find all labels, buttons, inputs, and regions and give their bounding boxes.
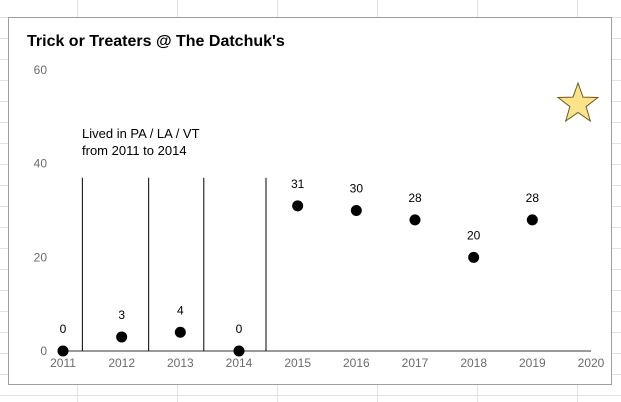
data-point[interactable] (174, 326, 186, 338)
y-tick-label: 20 (34, 250, 48, 264)
data-label: 28 (408, 191, 422, 205)
x-tick-label: 2011 (50, 356, 76, 370)
star-icon (556, 81, 600, 123)
data-label: 0 (60, 322, 67, 336)
data-point[interactable] (292, 200, 304, 212)
x-tick-label: 2012 (108, 356, 135, 370)
data-point[interactable] (57, 345, 69, 357)
data-label: 3 (118, 308, 125, 322)
y-tick-label: 0 (40, 344, 47, 358)
data-point[interactable] (233, 345, 245, 357)
data-label: 20 (467, 228, 481, 242)
data-label: 4 (177, 303, 184, 317)
data-point[interactable] (116, 331, 128, 343)
chart-title: Trick or Treaters @ The Datchuk's (27, 33, 285, 50)
data-point[interactable] (526, 214, 538, 226)
x-tick-label: 2019 (519, 356, 546, 370)
data-point[interactable] (468, 251, 480, 263)
x-tick-label: 2018 (460, 356, 487, 370)
y-tick-label: 40 (34, 157, 48, 171)
y-tick-label: 60 (34, 63, 48, 77)
x-tick-label: 2013 (167, 356, 194, 370)
chart-card[interactable]: Trick or Treaters @ The Datchuk's 0 20 40 6… (8, 17, 612, 385)
data-label: 28 (526, 191, 540, 205)
data-point[interactable] (409, 214, 421, 226)
data-label: 0 (236, 322, 243, 336)
x-tick-label: 2020 (578, 356, 605, 370)
data-label: 31 (291, 177, 305, 191)
x-tick-label: 2015 (284, 356, 311, 370)
data-label: 30 (350, 182, 364, 196)
annotation-line-2: from 2011 to 2014 (82, 143, 187, 158)
x-tick-label: 2014 (226, 356, 253, 370)
data-point[interactable] (350, 205, 362, 216)
x-tick-label: 2016 (343, 356, 370, 370)
annotation-line-1: Lived in PA / LA / VT (82, 126, 200, 141)
x-tick-label: 2017 (402, 356, 429, 370)
